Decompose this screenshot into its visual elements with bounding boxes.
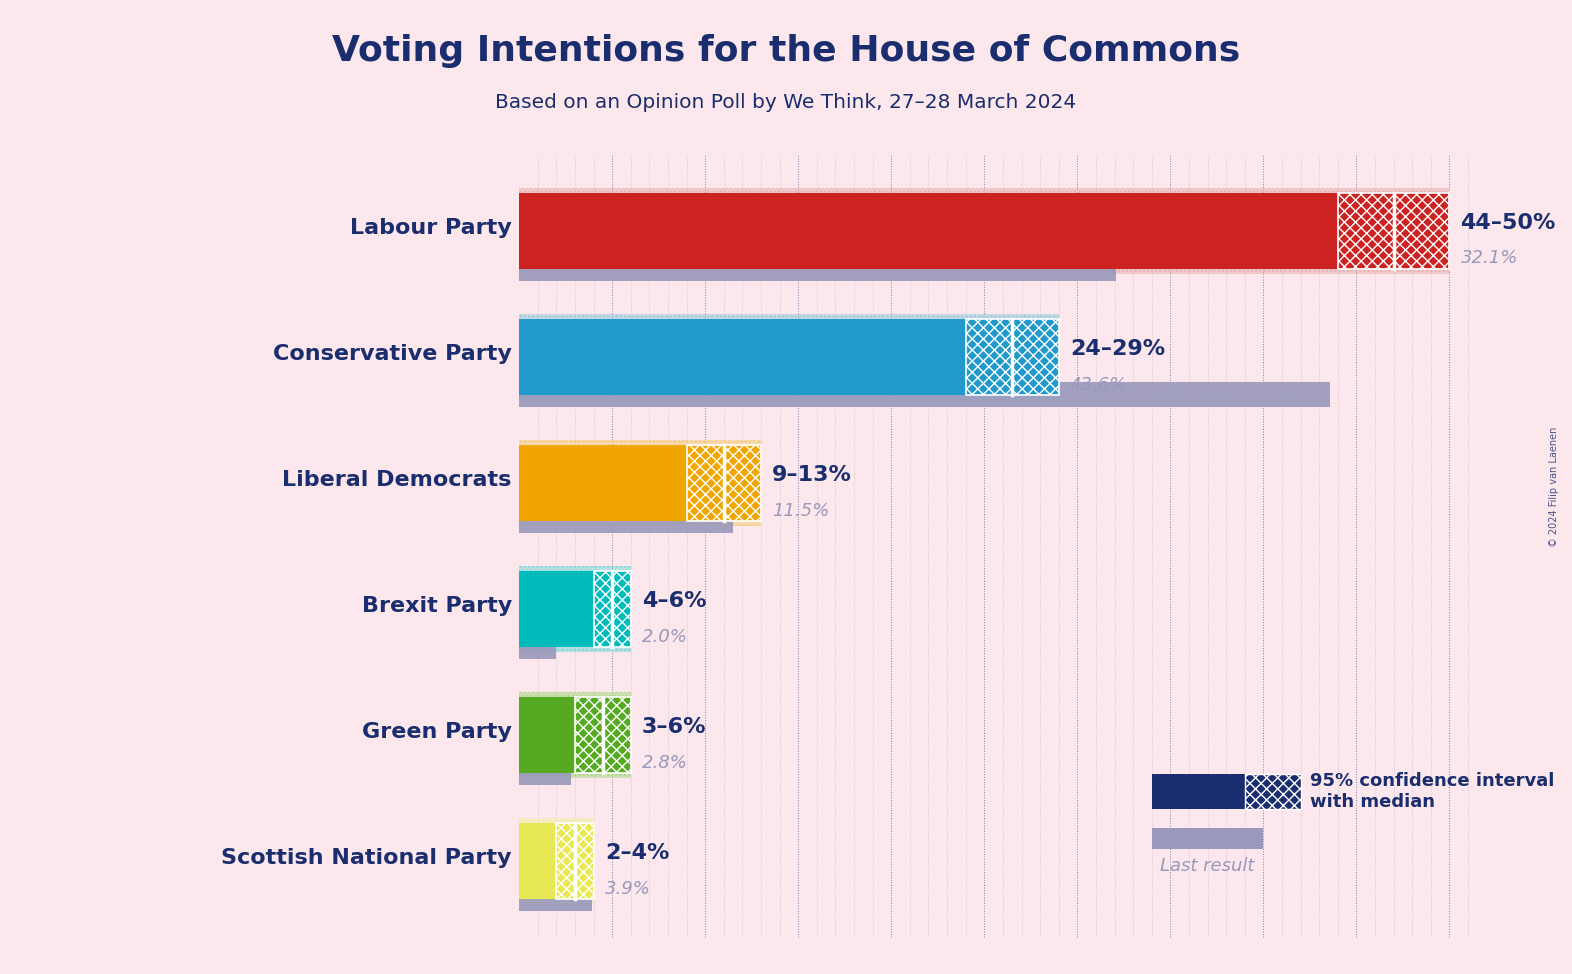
- Bar: [519, 314, 1058, 399]
- Bar: [519, 566, 630, 652]
- Bar: [687, 445, 761, 521]
- Text: 11.5%: 11.5%: [772, 502, 830, 519]
- Bar: [519, 256, 1116, 281]
- Bar: [519, 693, 630, 778]
- Bar: [519, 571, 594, 647]
- Bar: [519, 818, 594, 904]
- Bar: [519, 886, 591, 912]
- Bar: [519, 566, 630, 652]
- Bar: [519, 382, 1330, 407]
- Text: 2–4%: 2–4%: [605, 843, 670, 864]
- Bar: [519, 823, 556, 899]
- Bar: [965, 318, 1058, 394]
- Bar: [519, 697, 575, 772]
- Text: Liberal Democrats: Liberal Democrats: [283, 470, 512, 490]
- Bar: [556, 823, 594, 899]
- Bar: [1338, 193, 1449, 269]
- Bar: [575, 697, 630, 772]
- Text: Labour Party: Labour Party: [351, 218, 512, 239]
- Bar: [1152, 828, 1264, 849]
- Text: 2.0%: 2.0%: [641, 627, 689, 646]
- Text: Based on an Opinion Poll by We Think, 27–28 March 2024: Based on an Opinion Poll by We Think, 27…: [495, 93, 1077, 112]
- Text: © 2024 Filip van Laenen: © 2024 Filip van Laenen: [1550, 427, 1559, 547]
- Bar: [519, 440, 761, 526]
- Text: Voting Intentions for the House of Commons: Voting Intentions for the House of Commo…: [332, 34, 1240, 68]
- Bar: [519, 314, 1058, 399]
- Text: 43.6%: 43.6%: [1071, 376, 1127, 393]
- Bar: [519, 445, 687, 521]
- Bar: [519, 440, 761, 526]
- Text: Brexit Party: Brexit Party: [362, 596, 512, 617]
- Bar: [519, 760, 571, 785]
- Text: 3–6%: 3–6%: [641, 718, 706, 737]
- Bar: [519, 818, 594, 904]
- Bar: [1152, 774, 1245, 809]
- Bar: [519, 318, 965, 394]
- Text: Last result: Last result: [1160, 857, 1254, 875]
- Text: 32.1%: 32.1%: [1460, 249, 1519, 268]
- Bar: [519, 508, 733, 534]
- Bar: [1245, 774, 1300, 809]
- Text: 95% confidence interval
with median: 95% confidence interval with median: [1309, 772, 1555, 811]
- Text: 4–6%: 4–6%: [641, 591, 706, 612]
- Text: 9–13%: 9–13%: [772, 466, 852, 485]
- Bar: [519, 188, 1449, 274]
- Text: 2.8%: 2.8%: [641, 754, 689, 771]
- Text: Green Party: Green Party: [362, 723, 512, 742]
- Text: 3.9%: 3.9%: [605, 880, 651, 898]
- Text: 44–50%: 44–50%: [1460, 213, 1556, 233]
- Text: Scottish National Party: Scottish National Party: [222, 848, 512, 869]
- Text: Conservative Party: Conservative Party: [274, 344, 512, 364]
- Bar: [594, 571, 630, 647]
- Text: 24–29%: 24–29%: [1071, 339, 1165, 359]
- Bar: [519, 193, 1338, 269]
- Bar: [519, 693, 630, 778]
- Bar: [519, 188, 1449, 274]
- Bar: [519, 634, 556, 659]
